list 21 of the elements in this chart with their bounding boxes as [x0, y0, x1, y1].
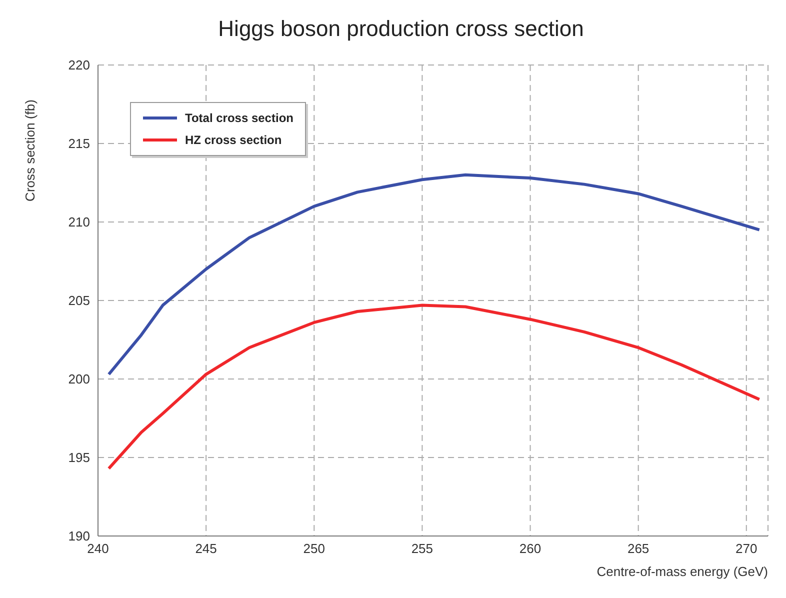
y-axis-title: Cross section (fb)	[22, 100, 38, 202]
y-tick-label: 200	[68, 372, 90, 387]
chart-title: Higgs boson production cross section	[217, 16, 585, 42]
y-tick-label: 195	[68, 450, 90, 466]
legend-label: HZ cross section	[185, 132, 282, 149]
x-tick-label: 250	[303, 541, 325, 556]
legend-label: Total cross section	[185, 110, 294, 127]
x-tick-label: 245	[195, 541, 217, 556]
y-tick-label: 215	[68, 136, 90, 152]
y-tick-label: 190	[68, 528, 90, 544]
y-tick-label: 205	[68, 293, 90, 308]
y-tick-label: 220	[68, 58, 90, 73]
y-tick-label: 210	[68, 214, 90, 230]
line-series	[107, 173, 761, 376]
x-tick-label: 260	[519, 541, 542, 556]
x-axis-title: Centre-of-mass energy (GeV)	[596, 564, 768, 579]
x-tick-label: 270	[736, 541, 758, 556]
x-tick-label: 255	[411, 541, 434, 556]
x-tick-label: 265	[627, 541, 650, 556]
line-series	[107, 304, 761, 470]
x-tick-label: 240	[87, 541, 109, 556]
